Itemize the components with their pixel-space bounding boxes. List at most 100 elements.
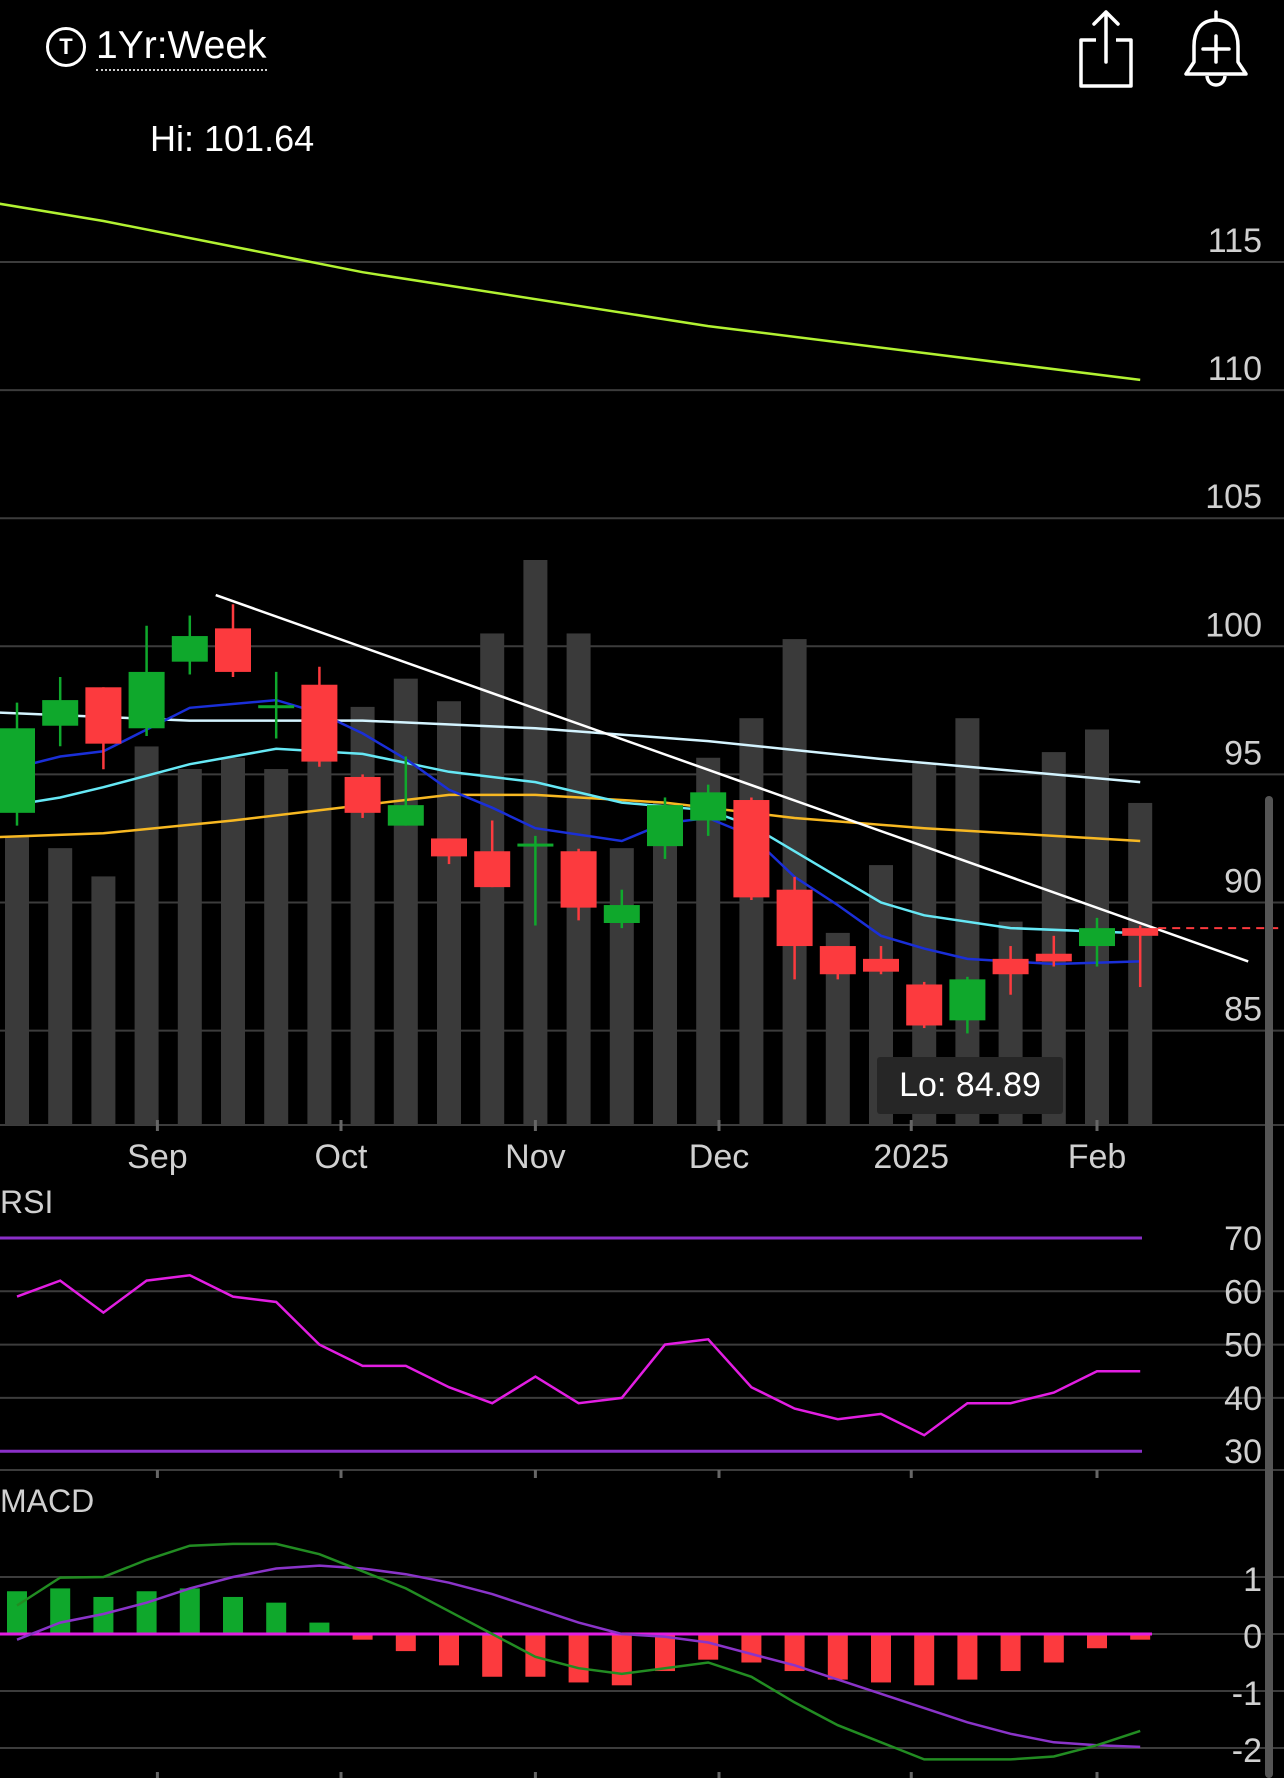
moving-average-line [0, 711, 1141, 784]
candle-body [474, 851, 511, 888]
macd-histogram-bar [655, 1634, 675, 1672]
candle-body [42, 700, 79, 726]
price-tick-label: 100 [1205, 606, 1262, 644]
add-alert-bell-icon [1184, 10, 1248, 87]
candle-body [431, 838, 467, 857]
candle-body [301, 684, 338, 762]
volume-bar [221, 757, 245, 1125]
trendline [215, 593, 1249, 963]
macd-histogram-bar [136, 1591, 157, 1634]
macd-histogram-bar [611, 1634, 632, 1686]
macd-histogram-bar [7, 1591, 27, 1634]
macd-histogram-bar [223, 1596, 243, 1634]
x-axis-label: Dec [689, 1138, 749, 1176]
candle-body [215, 628, 251, 672]
candle-body [517, 843, 554, 847]
share-button[interactable] [1075, 10, 1137, 90]
candle-body [0, 728, 35, 813]
macd-histogram-bar [827, 1634, 848, 1680]
volume-bar [5, 836, 29, 1125]
moving-average-line [0, 202, 1141, 382]
macd-histogram-bar [93, 1596, 114, 1634]
timeframe-label: 1Yr:Week [96, 24, 267, 71]
x-axis-label: Nov [505, 1138, 565, 1176]
volume-bar [350, 706, 375, 1125]
share-icon [1079, 10, 1133, 88]
macd-histogram-bar [1130, 1634, 1151, 1640]
low-label: Lo: 84.89 [877, 1057, 1063, 1114]
timeframe-icon: T [46, 27, 86, 67]
macd-histogram-bar [914, 1634, 935, 1686]
add-alert-button[interactable] [1180, 8, 1252, 92]
volume-bar [609, 848, 634, 1125]
macd-tick-label: -2 [1232, 1732, 1262, 1770]
timeframe-selector[interactable]: T 1Yr:Week [46, 22, 267, 72]
volume-bar [437, 701, 461, 1125]
scrollbar[interactable] [1265, 796, 1273, 1778]
macd-histogram-bar [1087, 1634, 1107, 1649]
macd-histogram-bar [1000, 1634, 1021, 1672]
candle-body [128, 671, 165, 729]
price-tick-label: 115 [1208, 222, 1262, 260]
candle-body [85, 687, 122, 744]
candle-body [560, 851, 597, 908]
rsi-tick-label: 50 [1224, 1327, 1262, 1365]
macd-tick-label: 0 [1243, 1618, 1262, 1656]
macd-histogram-bar [352, 1634, 373, 1640]
macd-histogram-bar [784, 1634, 805, 1672]
moving-average-line [0, 747, 1141, 935]
macd-histogram-bar [266, 1602, 287, 1634]
candle-body [690, 792, 727, 821]
candle-body [344, 776, 381, 813]
macd-histogram-bar [525, 1634, 546, 1677]
candle-body [258, 705, 295, 709]
volume-bar [177, 769, 202, 1125]
rsi-tick-label: 60 [1224, 1273, 1262, 1311]
candle-body [647, 805, 683, 847]
candle-body [1079, 928, 1115, 947]
candle-body [863, 958, 899, 972]
candle-body [949, 979, 986, 1021]
candle-body [733, 800, 770, 898]
moving-average-line [0, 698, 1141, 966]
volume-bar [739, 718, 764, 1125]
price-tick-label: 90 [1224, 863, 1262, 901]
rsi-tick-label: 70 [1224, 1220, 1262, 1258]
price-tick-label: 85 [1224, 991, 1262, 1029]
candle-body [387, 805, 424, 826]
x-axis-label: Oct [315, 1138, 368, 1176]
volume-bar [91, 876, 116, 1125]
price-tick-label: 105 [1205, 478, 1262, 516]
macd-line [16, 1542, 1141, 1761]
macd-histogram-bar [179, 1588, 200, 1634]
candle-body [1122, 928, 1159, 936]
macd-histogram-bar [439, 1634, 459, 1666]
macd-histogram-bar [957, 1634, 978, 1680]
x-axis-label: Sep [127, 1138, 188, 1176]
rsi-line [16, 1274, 1141, 1437]
x-axis-label: 2025 [873, 1138, 949, 1176]
x-axis-label: Feb [1068, 1138, 1127, 1176]
macd-histogram-bar [568, 1634, 589, 1683]
price-tick-label: 110 [1208, 350, 1262, 388]
macd-histogram-bar [698, 1634, 719, 1660]
macd-histogram-bar [482, 1634, 503, 1677]
rsi-tick-label: 40 [1224, 1380, 1262, 1418]
high-label: Hi: 101.64 [150, 118, 315, 159]
macd-title: MACD [0, 1483, 94, 1519]
volume-bar [134, 746, 159, 1125]
rsi-title: RSI [0, 1184, 53, 1220]
candle-body [603, 905, 640, 923]
candle-body [992, 958, 1029, 975]
macd-histogram-bar [395, 1634, 416, 1652]
rsi-tick-label: 30 [1224, 1433, 1262, 1471]
volume-bar [48, 848, 73, 1125]
macd-histogram-bar [50, 1588, 71, 1634]
volume-bar [264, 769, 289, 1125]
macd-tick-label: -1 [1232, 1675, 1262, 1713]
macd-histogram-bar [871, 1634, 891, 1683]
price-tick-label: 95 [1224, 734, 1262, 772]
candle-body [171, 636, 208, 662]
candle-body [906, 984, 943, 1026]
